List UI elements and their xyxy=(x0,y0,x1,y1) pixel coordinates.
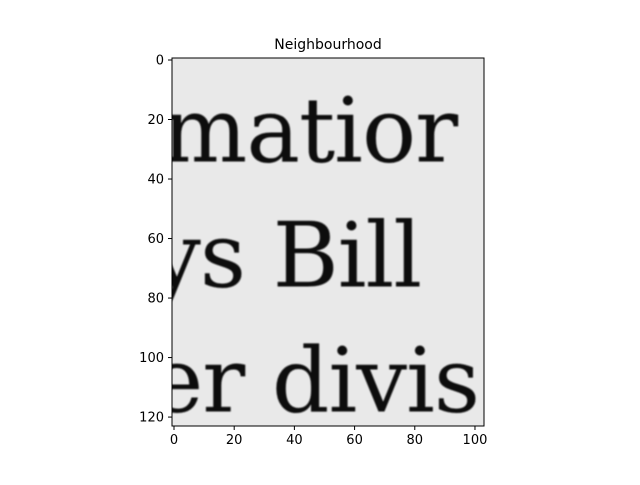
x-tick-label: 20 xyxy=(226,433,243,448)
image-panel: matior ys Bill er divis xyxy=(149,58,484,433)
x-tick-label: 40 xyxy=(286,433,303,448)
y-axis: 0 20 40 60 80 100 120 xyxy=(139,54,172,426)
x-tick-label: 0 xyxy=(170,433,178,448)
axes-frame xyxy=(171,57,485,427)
x-tick-label: 80 xyxy=(407,433,424,448)
y-tick-label: 40 xyxy=(147,173,164,188)
y-tick-label: 80 xyxy=(147,292,164,307)
y-tick-label: 60 xyxy=(147,232,164,247)
x-tick-label: 60 xyxy=(346,433,363,448)
y-tick-label: 120 xyxy=(139,411,164,426)
y-tick-label: 100 xyxy=(139,351,164,366)
x-axis: 0 20 40 60 80 100 xyxy=(170,426,488,448)
image-text-line: ys Bill xyxy=(149,203,421,308)
chart-title: Neighbourhood xyxy=(274,37,381,53)
y-tick-label: 20 xyxy=(147,113,164,128)
image-text-line: matior xyxy=(162,78,459,183)
image-background xyxy=(172,58,484,426)
y-tick-label: 0 xyxy=(156,54,164,69)
image-text-line: er divis xyxy=(150,328,479,433)
x-tick-label: 100 xyxy=(463,433,488,448)
